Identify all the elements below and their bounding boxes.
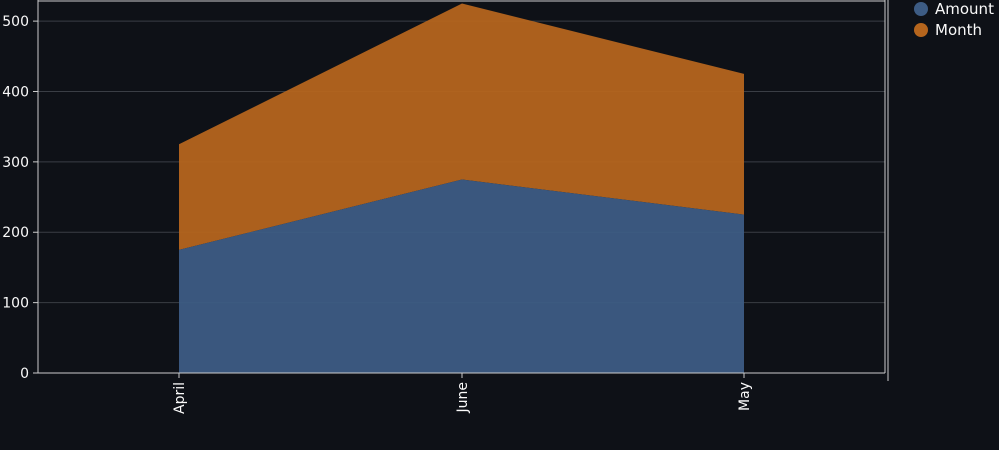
- y-tick-label: 100: [2, 296, 29, 312]
- legend[interactable]: Amount Month: [914, 0, 994, 39]
- legend-label: Month: [935, 21, 982, 39]
- legend-swatch: [914, 2, 928, 16]
- y-tick-label: 300: [2, 155, 29, 171]
- x-tick-label: April: [172, 382, 188, 414]
- legend-label: Amount: [935, 0, 994, 18]
- x-tick-label: May: [737, 382, 753, 411]
- area-month: [179, 3, 744, 250]
- y-tick-label: 200: [2, 225, 29, 241]
- area-series: [179, 3, 744, 373]
- legend-item-amount[interactable]: Amount: [914, 0, 994, 18]
- y-tick-label: 500: [2, 14, 29, 30]
- legend-item-month[interactable]: Month: [914, 21, 982, 39]
- x-tick-labels: April June May: [172, 373, 753, 414]
- x-tick-label: June: [455, 382, 471, 414]
- area-amount: [179, 179, 744, 373]
- y-tick-label: 0: [20, 366, 29, 382]
- y-tick-label: 400: [2, 84, 29, 100]
- y-tick-labels: 0 100 200 300 400 500: [2, 14, 29, 382]
- legend-swatch: [914, 23, 928, 37]
